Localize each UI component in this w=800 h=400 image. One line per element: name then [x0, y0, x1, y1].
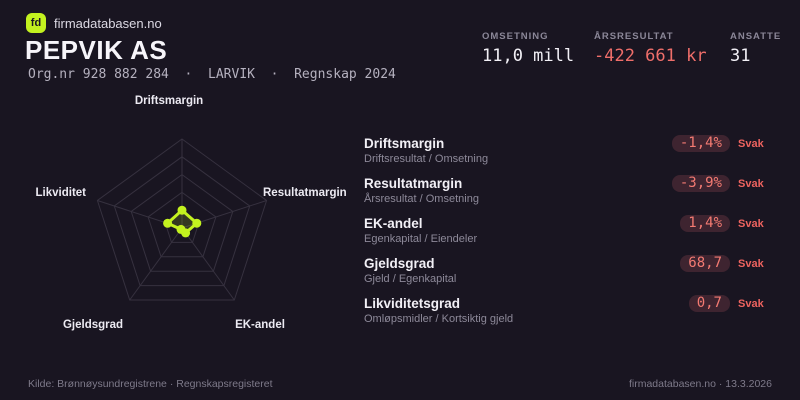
metric-text: Driftsmargin Driftsresultat / Omsetning [364, 136, 488, 174]
org-number-line: Org.nr 928 882 284 · LARVIK · Regnskap 2… [28, 67, 396, 82]
metric-name: Driftsmargin [364, 136, 445, 151]
stat-ansatte: ANSATTE 31 [730, 31, 781, 66]
metric-value-pill: 0,7 [688, 295, 730, 312]
stat-label: ANSATTE [730, 31, 782, 42]
metric-text: Gjeldsgrad Gjeld / Egenkapital [364, 256, 456, 294]
stat-value: 11,0 mill [482, 46, 575, 66]
metric-row-ek-andel: EK-andel Egenkapital / Eiendeler 1,4% Sv… [364, 215, 765, 254]
metric-rating-badge: Svak [738, 257, 764, 270]
radar-axis-label-resultatmargin: Resultatmargin [263, 187, 347, 199]
metric-formula: Omløpsmidler / Kortsiktig gjeld [364, 313, 514, 325]
radar-data-point [177, 205, 187, 215]
metric-row-likviditetsgrad: Likviditetsgrad Omløpsmidler / Kortsikti… [364, 295, 765, 334]
metric-formula: Egenkapital / Eiendeler [364, 233, 478, 245]
metric-row-resultatmargin: Resultatmargin Årsresultat / Omsetning -… [364, 175, 765, 214]
brand-name: firmadatabasen.no [54, 15, 162, 31]
metric-rating-badge: Svak [738, 177, 764, 190]
firmadatabasen-logo-icon: fd [26, 13, 46, 33]
stat-value: -422 661 kr [594, 46, 707, 66]
metric-rating-badge: Svak [738, 217, 764, 230]
metric-rating-badge: Svak [738, 137, 764, 150]
metric-row-gjeldsgrad: Gjeldsgrad Gjeld / Egenkapital 68,7 Svak [364, 255, 765, 294]
footer-site-date: firmadatabasen.no · 13.3.2026 [628, 378, 772, 390]
metric-formula: Årsresultat / Omsetning [364, 193, 479, 205]
stat-label: ÅRSRESULTAT [594, 31, 674, 42]
radar-data-point [163, 218, 173, 228]
metric-value-pill: 1,4% [680, 215, 730, 232]
radar-data-point [176, 224, 186, 234]
stat-label: OMSETNING [482, 31, 549, 42]
metric-name: Resultatmargin [364, 176, 463, 191]
metric-name: Likviditetsgrad [364, 296, 461, 311]
radar-axis-label-gjeldsgrad: Gjeldsgrad [62, 319, 124, 331]
stat-omsetning: OMSETNING 11,0 mill [482, 31, 574, 66]
radar-data-point [192, 218, 202, 228]
metric-rating-badge: Svak [738, 297, 764, 310]
metric-value-pill: -3,9% [671, 175, 730, 192]
stat-arsresultat: ÅRSRESULTAT -422 661 kr [594, 31, 707, 66]
metric-value-group: 1,4% Svak [680, 215, 765, 232]
metric-text: EK-andel Egenkapital / Eiendeler [364, 216, 477, 254]
metric-value-pill: -1,4% [671, 135, 730, 152]
metric-value-group: 68,7 Svak [680, 255, 765, 272]
metric-value-group: -1,4% Svak [671, 135, 765, 152]
stat-value: 31 [730, 46, 751, 66]
metric-name: Gjeldsgrad [364, 256, 435, 271]
brand: fd firmadatabasen.no [26, 13, 162, 33]
radar-axis-label-likviditet: Likviditet [35, 187, 86, 199]
radar-axis-label-ek-andel: EK-andel [235, 319, 285, 331]
radar-axis-label-driftsmargin: Driftsmargin [134, 95, 204, 107]
metric-row-driftsmargin: Driftsmargin Driftsresultat / Omsetning … [364, 135, 765, 174]
radar-chart [96, 138, 268, 301]
footer-source: Kilde: Brønnøysundregistrene · Regnskaps… [28, 378, 273, 390]
metric-value-group: 0,7 Svak [688, 295, 765, 312]
metric-value-pill: 68,7 [680, 255, 730, 272]
metric-text: Likviditetsgrad Omløpsmidler / Kortsikti… [364, 296, 513, 334]
metric-value-group: -3,9% Svak [671, 175, 765, 192]
metric-name: EK-andel [364, 216, 423, 231]
company-name-title: PEPVIK AS [25, 35, 168, 65]
metric-formula: Driftsresultat / Omsetning [364, 153, 489, 165]
metric-formula: Gjeld / Egenkapital [364, 273, 457, 285]
metric-text: Resultatmargin Årsresultat / Omsetning [364, 176, 479, 214]
